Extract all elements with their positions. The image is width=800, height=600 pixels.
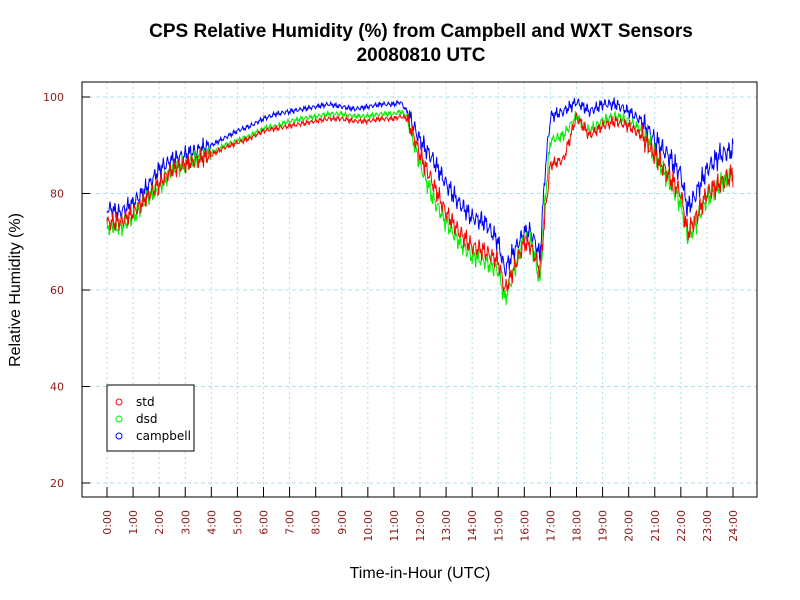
y-tick-label: 40 (50, 381, 64, 394)
x-tick-label: 24:00 (727, 510, 740, 542)
y-tick-label: 20 (50, 477, 64, 490)
y-tick-label: 100 (43, 91, 64, 104)
x-tick-label: 16:00 (518, 510, 531, 542)
x-tick-label: 18:00 (571, 510, 584, 542)
series-line-std (106, 112, 734, 293)
legend-label-dsd: dsd (136, 412, 158, 426)
legend-label-std: std (136, 395, 155, 409)
legend-marker-campbell (115, 432, 123, 440)
x-tick-label: 2:00 (153, 510, 166, 535)
x-tick-label: 19:00 (597, 510, 610, 542)
x-tick-label: 8:00 (310, 510, 323, 535)
x-tick-label: 5:00 (231, 510, 244, 535)
series-lines (106, 97, 734, 306)
x-tick-label: 3:00 (179, 510, 192, 535)
x-tick-label: 20:00 (623, 510, 636, 542)
x-tick-label: 6:00 (258, 510, 271, 535)
legend: std dsd campbell (106, 384, 195, 452)
y-axis-label: Relative Humidity (%) (7, 213, 24, 367)
x-tick-label: 9:00 (336, 510, 349, 535)
chart-title: CPS Relative Humidity (%) from Campbell … (149, 21, 693, 42)
x-tick-label: 10:00 (362, 510, 375, 542)
x-tick-label: 13:00 (440, 510, 453, 542)
x-tick-label: 22:00 (675, 510, 688, 542)
y-tick-label: 80 (50, 188, 64, 201)
x-axis: 0:00 1:00 2:00 3:00 4:00 5:00 6:00 7:00 8:00 9:00… (101, 487, 740, 542)
x-tick-label: 21:00 (649, 510, 662, 542)
x-tick-label: 17:00 (544, 510, 557, 542)
x-tick-label: 7:00 (284, 510, 297, 535)
x-axis-label: Time-in-Hour (UTC) (350, 565, 491, 582)
legend-marker-dsd (115, 415, 123, 423)
x-tick-label: 23:00 (701, 510, 714, 542)
y-axis: 20 40 60 80 100 (43, 91, 90, 490)
x-tick-label: 11:00 (388, 510, 401, 542)
chart-subtitle: 20080810 UTC (357, 45, 486, 66)
x-tick-label: 15:00 (492, 510, 505, 542)
series-line-dsd (106, 109, 734, 306)
series-line-campbell (106, 97, 734, 277)
legend-label-campbell: campbell (136, 429, 191, 443)
x-tick-label: 0:00 (101, 510, 114, 535)
y-tick-label: 60 (50, 284, 64, 297)
legend-marker-std (115, 398, 123, 406)
x-tick-label: 14:00 (466, 510, 479, 542)
x-tick-label: 4:00 (205, 510, 218, 535)
x-tick-label: 12:00 (414, 510, 427, 542)
x-tick-label: 1:00 (127, 510, 140, 535)
